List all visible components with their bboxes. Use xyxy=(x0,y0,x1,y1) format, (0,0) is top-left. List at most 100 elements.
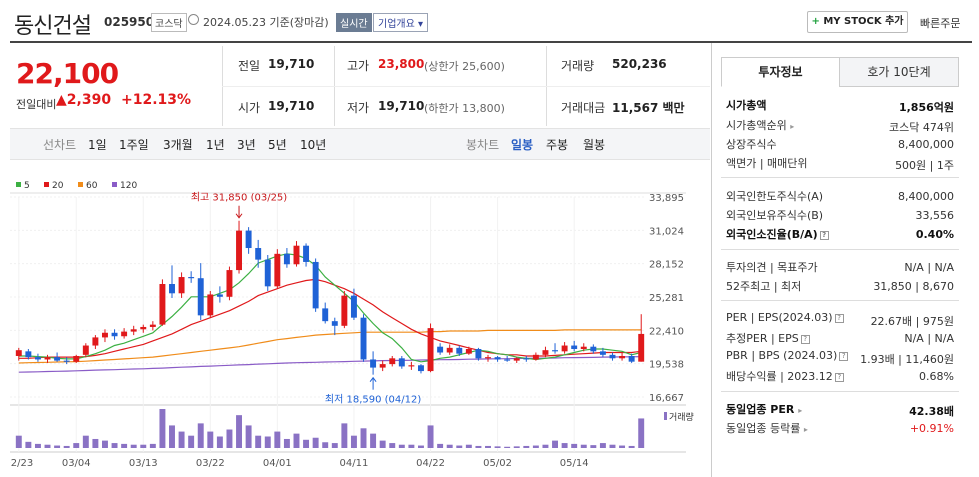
open-label: 시가 xyxy=(238,101,261,115)
candle-body xyxy=(580,346,587,350)
pbr-label: PBR | BPS (2024.03)? xyxy=(726,349,849,362)
y-tick-label: 22,410 xyxy=(649,326,684,337)
candle-body xyxy=(283,253,290,265)
candle-weekly[interactable]: 주봉 xyxy=(546,138,569,152)
company-overview-dropdown[interactable]: 기업개요 ▾ xyxy=(373,13,429,32)
current-price: 22,100 xyxy=(16,57,119,90)
company-overview-label: 기업개요 xyxy=(378,19,415,30)
pbr-value: 1.93배 | 11,460원 xyxy=(860,353,954,366)
period-1w[interactable]: 1주일 xyxy=(119,138,149,152)
help-icon[interactable]: ? xyxy=(834,372,844,382)
candle-body xyxy=(274,253,281,287)
candle-body xyxy=(303,245,310,262)
period-10y[interactable]: 10년 xyxy=(300,138,327,152)
candle-body xyxy=(398,358,405,367)
candle-body xyxy=(197,278,204,316)
x-tick-label: 05/02 xyxy=(483,458,512,469)
candle-body xyxy=(236,230,242,271)
legend-swatch xyxy=(112,182,117,187)
dividend-text: 배당수익률 | 2023.12 xyxy=(726,370,833,383)
candle-body xyxy=(341,295,348,326)
candle-daily[interactable]: 일봉 xyxy=(511,138,534,152)
legend-label: 20 xyxy=(52,181,64,191)
section-divider xyxy=(721,391,959,392)
volume-bar xyxy=(130,444,137,448)
dividend-value: 0.68% xyxy=(919,370,954,383)
price-chart[interactable]: 33,895 31,024 28,152 25,281 22,410 19,538 16,6… xyxy=(10,175,710,477)
est-per-label: 추정PER | EPS? xyxy=(726,330,810,346)
candle-body xyxy=(34,357,41,360)
sector-per-label[interactable]: 동일업종 PER ▸ xyxy=(726,401,802,417)
help-icon[interactable]: ? xyxy=(834,313,844,323)
foreign-limit-value: 8,400,000 xyxy=(898,190,954,203)
legend-label: 5 xyxy=(24,181,30,191)
volume-legend-label: 거래량 xyxy=(669,411,694,423)
dividend-label: 배당수익률 | 2023.12? xyxy=(726,368,844,384)
volume-bar xyxy=(188,435,195,448)
section-divider xyxy=(721,249,959,250)
candle-body xyxy=(293,245,300,265)
candle-body xyxy=(408,365,415,367)
foreign-holding-label: 외국인보유주식수(B) xyxy=(726,209,824,222)
open-value: 19,710 xyxy=(268,99,315,113)
candle-body xyxy=(427,328,434,372)
volume-value: 520,236 xyxy=(612,57,667,71)
y-tick-label: 31,024 xyxy=(649,226,684,237)
candle-body xyxy=(159,284,166,325)
candle-body xyxy=(465,349,472,354)
line-chart-label[interactable]: 선차트 xyxy=(43,138,77,152)
candle-chart-label[interactable]: 봉차트 xyxy=(466,138,500,152)
market-cap-rank-label[interactable]: 시가총액순위 ▸ xyxy=(726,117,794,133)
candle-body xyxy=(322,308,329,322)
volume-bar xyxy=(571,443,578,448)
candle-body xyxy=(264,259,271,287)
volume-bar xyxy=(437,443,444,448)
candle-body xyxy=(446,347,453,353)
candle-body xyxy=(130,329,137,332)
tab-orderbook[interactable]: 호가 10단계 xyxy=(839,57,959,87)
volume-bar xyxy=(102,440,108,448)
stock-code: 025950 xyxy=(104,15,155,29)
per-value: 22.67배 | 975원 xyxy=(870,315,954,328)
volume-bar xyxy=(341,423,348,448)
period-1d[interactable]: 1일 xyxy=(88,138,107,152)
prev-close-label: 전일 xyxy=(238,59,261,73)
period-1y[interactable]: 1년 xyxy=(206,138,225,152)
help-icon[interactable]: ? xyxy=(819,230,829,240)
volume-bar xyxy=(350,435,357,448)
candle-body xyxy=(121,331,128,337)
est-per-text: 추정PER | EPS xyxy=(726,332,799,345)
sector-change-label[interactable]: 동일업종 등락률 ▸ xyxy=(726,420,808,436)
realtime-button[interactable]: 실시간 xyxy=(336,13,372,32)
par-value-value: 500원 | 1주 xyxy=(895,159,954,172)
volume-bar xyxy=(504,446,511,448)
period-5y[interactable]: 5년 xyxy=(268,138,287,152)
sector-per-value: 42.38배 xyxy=(909,405,954,418)
tab-invest-info[interactable]: 투자정보 xyxy=(721,57,840,87)
base-date: 2024.05.23 기준(장마감) xyxy=(203,16,329,29)
candle-monthly[interactable]: 월봉 xyxy=(583,138,606,152)
volume-bar xyxy=(628,445,635,448)
quick-order-link[interactable]: 빠른주문 xyxy=(920,17,961,30)
period-3m[interactable]: 3개월 xyxy=(163,138,193,152)
per-label: PER | EPS(2024.03)? xyxy=(726,311,844,324)
candle-body xyxy=(207,294,214,316)
change-value: ▲2,390 xyxy=(56,92,111,108)
period-3y[interactable]: 3년 xyxy=(237,138,256,152)
volume-bar xyxy=(523,445,530,448)
week52-label: 52주최고 | 최저 xyxy=(726,280,802,293)
volume-bar xyxy=(226,429,233,448)
my-stock-add-button[interactable]: + MY STOCK 추가 xyxy=(807,11,908,33)
volume-bar xyxy=(216,436,223,448)
high-arrow-head xyxy=(235,213,243,219)
foreign-ratio-text: 외국인소진율(B/A) xyxy=(726,228,818,241)
week52-value: 31,850 | 8,670 xyxy=(873,280,954,293)
help-icon[interactable]: ? xyxy=(839,351,849,361)
change-percent: +12.13% xyxy=(121,92,192,108)
volume-bar xyxy=(465,444,472,448)
candle-body xyxy=(532,354,539,360)
y-tick-label: 33,895 xyxy=(649,193,684,204)
y-tick-label: 16,667 xyxy=(649,393,684,404)
volume-bar xyxy=(63,445,70,448)
help-icon[interactable]: ? xyxy=(800,334,810,344)
